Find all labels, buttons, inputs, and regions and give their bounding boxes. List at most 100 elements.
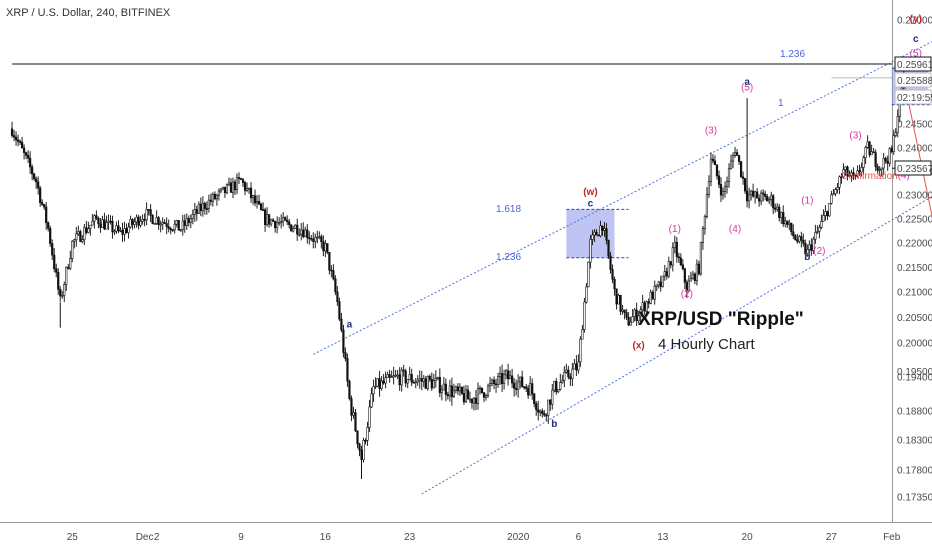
candle [386,371,389,379]
candle-body-down [523,386,526,389]
candle-body-up [551,389,554,405]
candle [868,140,871,158]
countdown-tag-box [894,89,932,105]
projection-line [903,78,932,219]
candle [480,387,484,394]
candle [711,154,715,164]
candle [406,379,409,389]
candle [133,217,136,229]
candle-body-up [71,240,74,259]
candle-body-down [782,212,785,225]
candle-body-up [864,147,867,159]
candle-body-up [776,206,779,210]
candle-body-down [607,239,610,257]
countdown-tag: 02:19:55 [894,89,932,105]
candle-body-up [63,284,66,296]
candle-body-up [617,295,620,305]
candle [637,310,640,324]
candle [217,188,221,201]
candle [675,237,678,263]
candle-body-down [320,236,323,243]
candle-body-down [259,203,263,210]
candle [842,163,845,178]
candle [651,290,654,300]
candle [820,214,823,230]
candle [213,191,216,201]
time-axis[interactable]: 25Dec29162320206132027Feb10 [0,522,932,544]
candle [161,217,164,230]
candle [760,190,763,206]
candle [565,363,568,374]
candle [384,371,387,389]
candle [101,215,104,228]
candle [788,219,791,231]
candle [810,238,813,256]
candle [249,182,253,203]
candle-body-up [502,374,506,384]
candle-body-up [105,222,108,230]
candle [766,193,769,202]
candle-body-up [408,374,411,380]
candle [599,220,602,238]
candle-body-up [215,195,219,200]
candle [639,306,642,324]
candle-body-down [183,220,186,226]
candle-body-down [143,219,146,221]
candle [99,218,102,233]
candle-body-down [627,317,630,326]
candle [376,378,379,388]
candle-body-up [91,220,94,226]
candle-body-up [768,199,771,202]
candle [139,215,142,228]
wave-label-abc: a [347,320,353,331]
candle-body-up [892,135,895,152]
candle-body-up [663,271,666,277]
y-tick-label: 0.18800 [897,407,932,418]
candle [338,297,341,322]
candle-body-down [711,158,715,162]
candle-body-up [432,380,435,389]
candle [410,368,413,387]
candle [29,151,32,174]
candle-body-down [470,398,474,404]
candle-body-up [828,203,831,217]
candle-body-up [294,224,297,229]
candle-body-down [103,219,106,230]
candle-body-down [354,412,357,432]
candle-body-down [446,394,449,397]
candle [796,233,799,244]
candle-body-up [653,285,656,300]
candle-body-up [814,232,817,240]
candle-body-down [886,160,889,164]
plot-area[interactable] [0,0,892,522]
candle-body-up [115,225,118,232]
candle-body-up [454,386,457,391]
candle-body-down [778,206,781,218]
candle-body-down [802,239,805,244]
candle-body-up [539,410,542,413]
candle [47,221,50,232]
candle-body-up [731,155,735,162]
candle [157,216,160,230]
candle-body-down [12,135,16,138]
candle [113,229,116,236]
candle-body-down [328,252,331,271]
price-tag-resistance-box [894,56,932,72]
candle-body-down [752,190,755,197]
candle [181,214,184,236]
candle [814,224,817,244]
candle-body-down [243,182,247,191]
candle [97,216,100,229]
candle [715,164,719,180]
candle-body-down [340,318,343,331]
wave-label-minor: (1) [801,196,813,207]
candle-body-up [390,376,393,379]
candle [396,369,399,380]
candle [587,261,590,288]
candle [559,373,562,391]
candle-body-down [635,309,638,322]
candle-body-down [330,269,333,272]
candle-body-down [209,199,212,202]
candle-body-up [366,427,369,441]
